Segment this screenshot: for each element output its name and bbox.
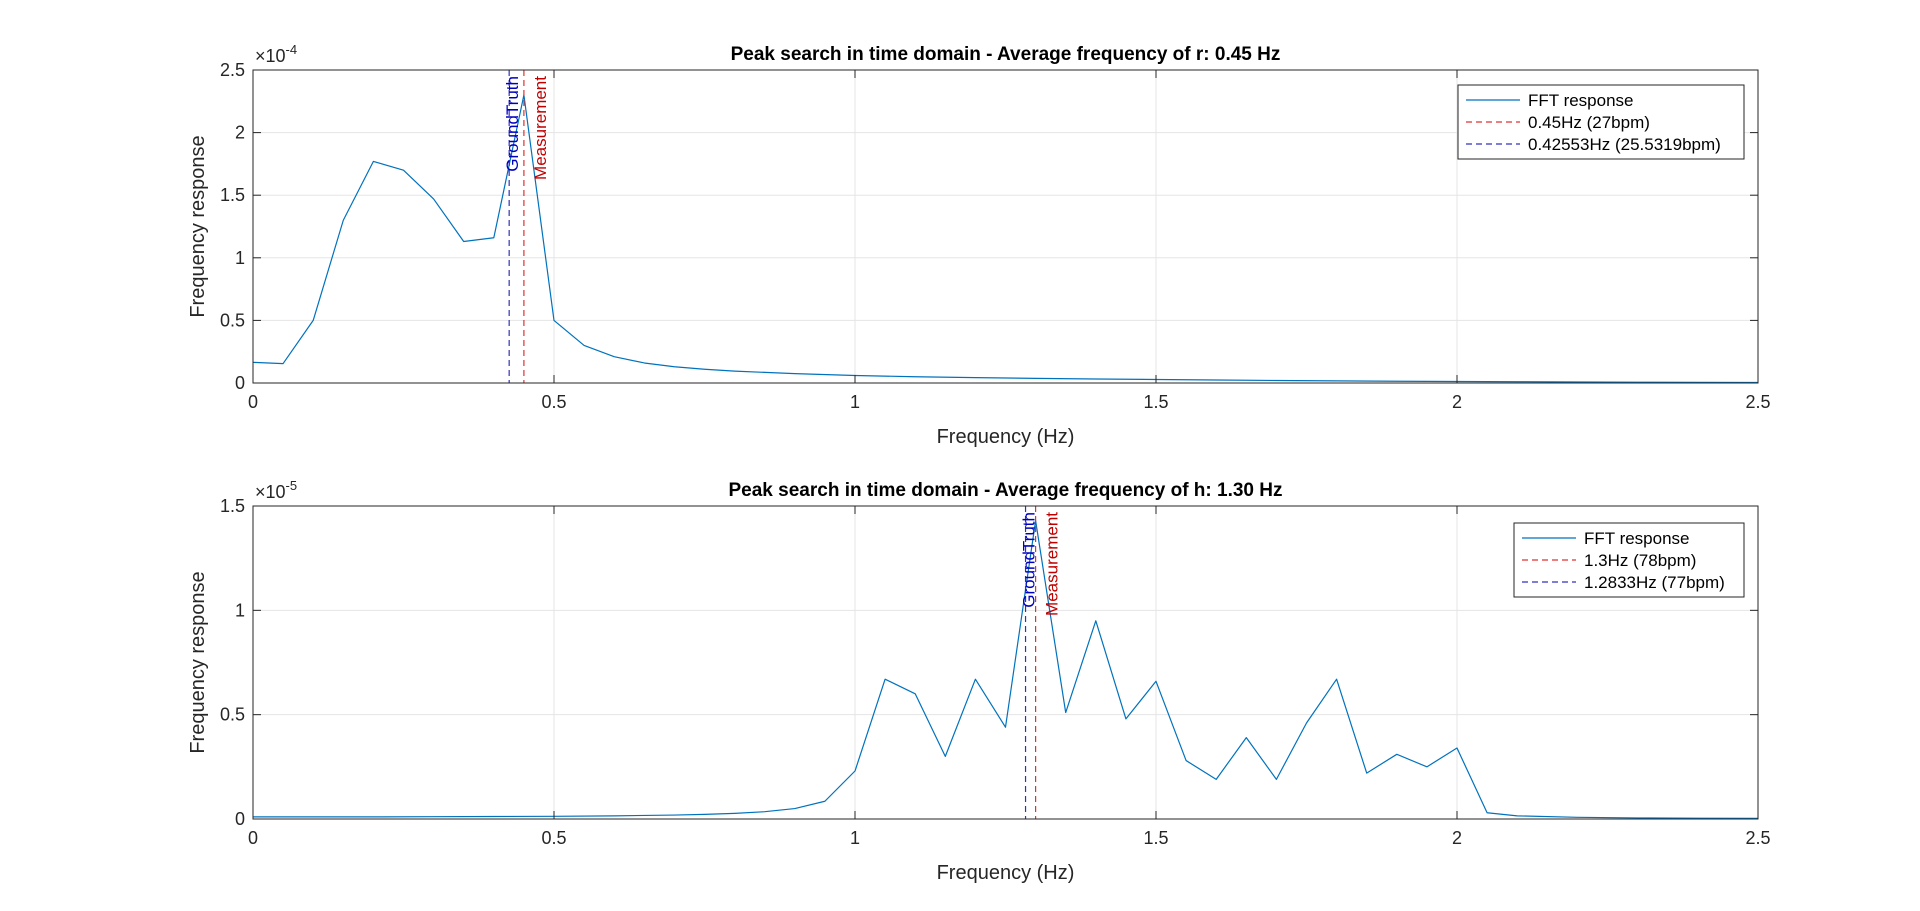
x-tick-label: 0	[248, 392, 258, 412]
x-tick-label: 2	[1452, 828, 1462, 848]
y-tick-label: 1	[235, 248, 245, 268]
y-tick-label: 0.5	[220, 310, 245, 330]
y-tick-label: 1.5	[220, 185, 245, 205]
legend-entry-fft-response: FFT response	[1528, 91, 1634, 110]
y-exponent-power: -5	[286, 478, 298, 493]
y-tick-label: 2.5	[220, 60, 245, 80]
y-tick-label: 0.5	[220, 705, 245, 725]
x-tick-label: 2.5	[1745, 828, 1770, 848]
vline-label-measurement: Measurement	[531, 76, 550, 180]
x-tick-label: 1.5	[1143, 392, 1168, 412]
x-axis-label: Frequency (Hz)	[937, 862, 1075, 884]
plot-area	[253, 506, 1758, 819]
y-tick-label: 1.5	[220, 496, 245, 516]
x-tick-label: 1.5	[1143, 828, 1168, 848]
series-line-fft-response	[253, 520, 1759, 819]
grid	[253, 506, 1758, 819]
y-axis-label: Frequency response	[187, 571, 209, 753]
legend-entry-fft-response: FFT response	[1584, 529, 1690, 548]
legend: FFT response 0.45Hz (27bpm) 0.42553Hz (25.…	[1457, 84, 1745, 160]
x-tick-label: 2.5	[1745, 392, 1770, 412]
y-tick-label: 2	[235, 123, 245, 143]
y-exponent-base: ×10	[255, 482, 286, 502]
y-tick-label: 1	[235, 600, 245, 620]
x-tick-label: 0.5	[541, 392, 566, 412]
y-tick-label: 0	[235, 809, 245, 829]
legend-entry-measurement: 1.3Hz (78bpm)	[1584, 551, 1696, 570]
vline-label-measurement: Measurement	[1043, 512, 1062, 616]
legend: FFT response 1.3Hz (78bpm) 1.2833Hz (77bpm…	[1513, 522, 1745, 598]
x-tick-label: 2	[1452, 392, 1462, 412]
y-exponent-power: -4	[286, 42, 298, 57]
y-axis-label: Frequency response	[187, 135, 209, 317]
legend-box	[1457, 84, 1745, 160]
y-exponent-base: ×10	[255, 46, 286, 66]
series-line-fft-response	[252, 94, 1759, 384]
x-tick-label: 0.5	[541, 828, 566, 848]
chart-title: Peak search in time domain - Average fre…	[731, 44, 1281, 65]
y-exponent-label: ×10-4	[255, 42, 297, 66]
subplot-top: Measurement GroundTruth 0 0.5 1 1.5 2 2.5 0 0.5 1 1…	[187, 42, 1771, 448]
x-tick-label: 1	[850, 828, 860, 848]
y-exponent-label: ×10-5	[255, 478, 297, 502]
legend-entry-groundtruth: 0.42553Hz (25.5319bpm)	[1528, 135, 1721, 154]
legend-entry-groundtruth: 1.2833Hz (77bpm)	[1584, 573, 1725, 592]
axes-box	[252, 69, 1759, 384]
vline-label-groundtruth: GroundTruth	[503, 76, 522, 172]
x-tick-label: 1	[850, 392, 860, 412]
vline-label-groundtruth: GroundTruth	[1020, 512, 1039, 608]
x-axis-label: Frequency (Hz)	[937, 426, 1075, 448]
ticks: 0 0.5 1 1.5 2 2.5 0 0.5 1 1.5 2 2.5	[220, 60, 1771, 412]
y-tick-label: 0	[235, 373, 245, 393]
x-tick-label: 0	[248, 828, 258, 848]
legend-entry-measurement: 0.45Hz (27bpm)	[1528, 113, 1650, 132]
chart-title: Peak search in time domain - Average fre…	[729, 480, 1283, 501]
ticks: 0 0.5 1 1.5 2 2.5 0 0.5 1 1.5	[220, 496, 1771, 848]
axes-box	[252, 505, 1759, 820]
